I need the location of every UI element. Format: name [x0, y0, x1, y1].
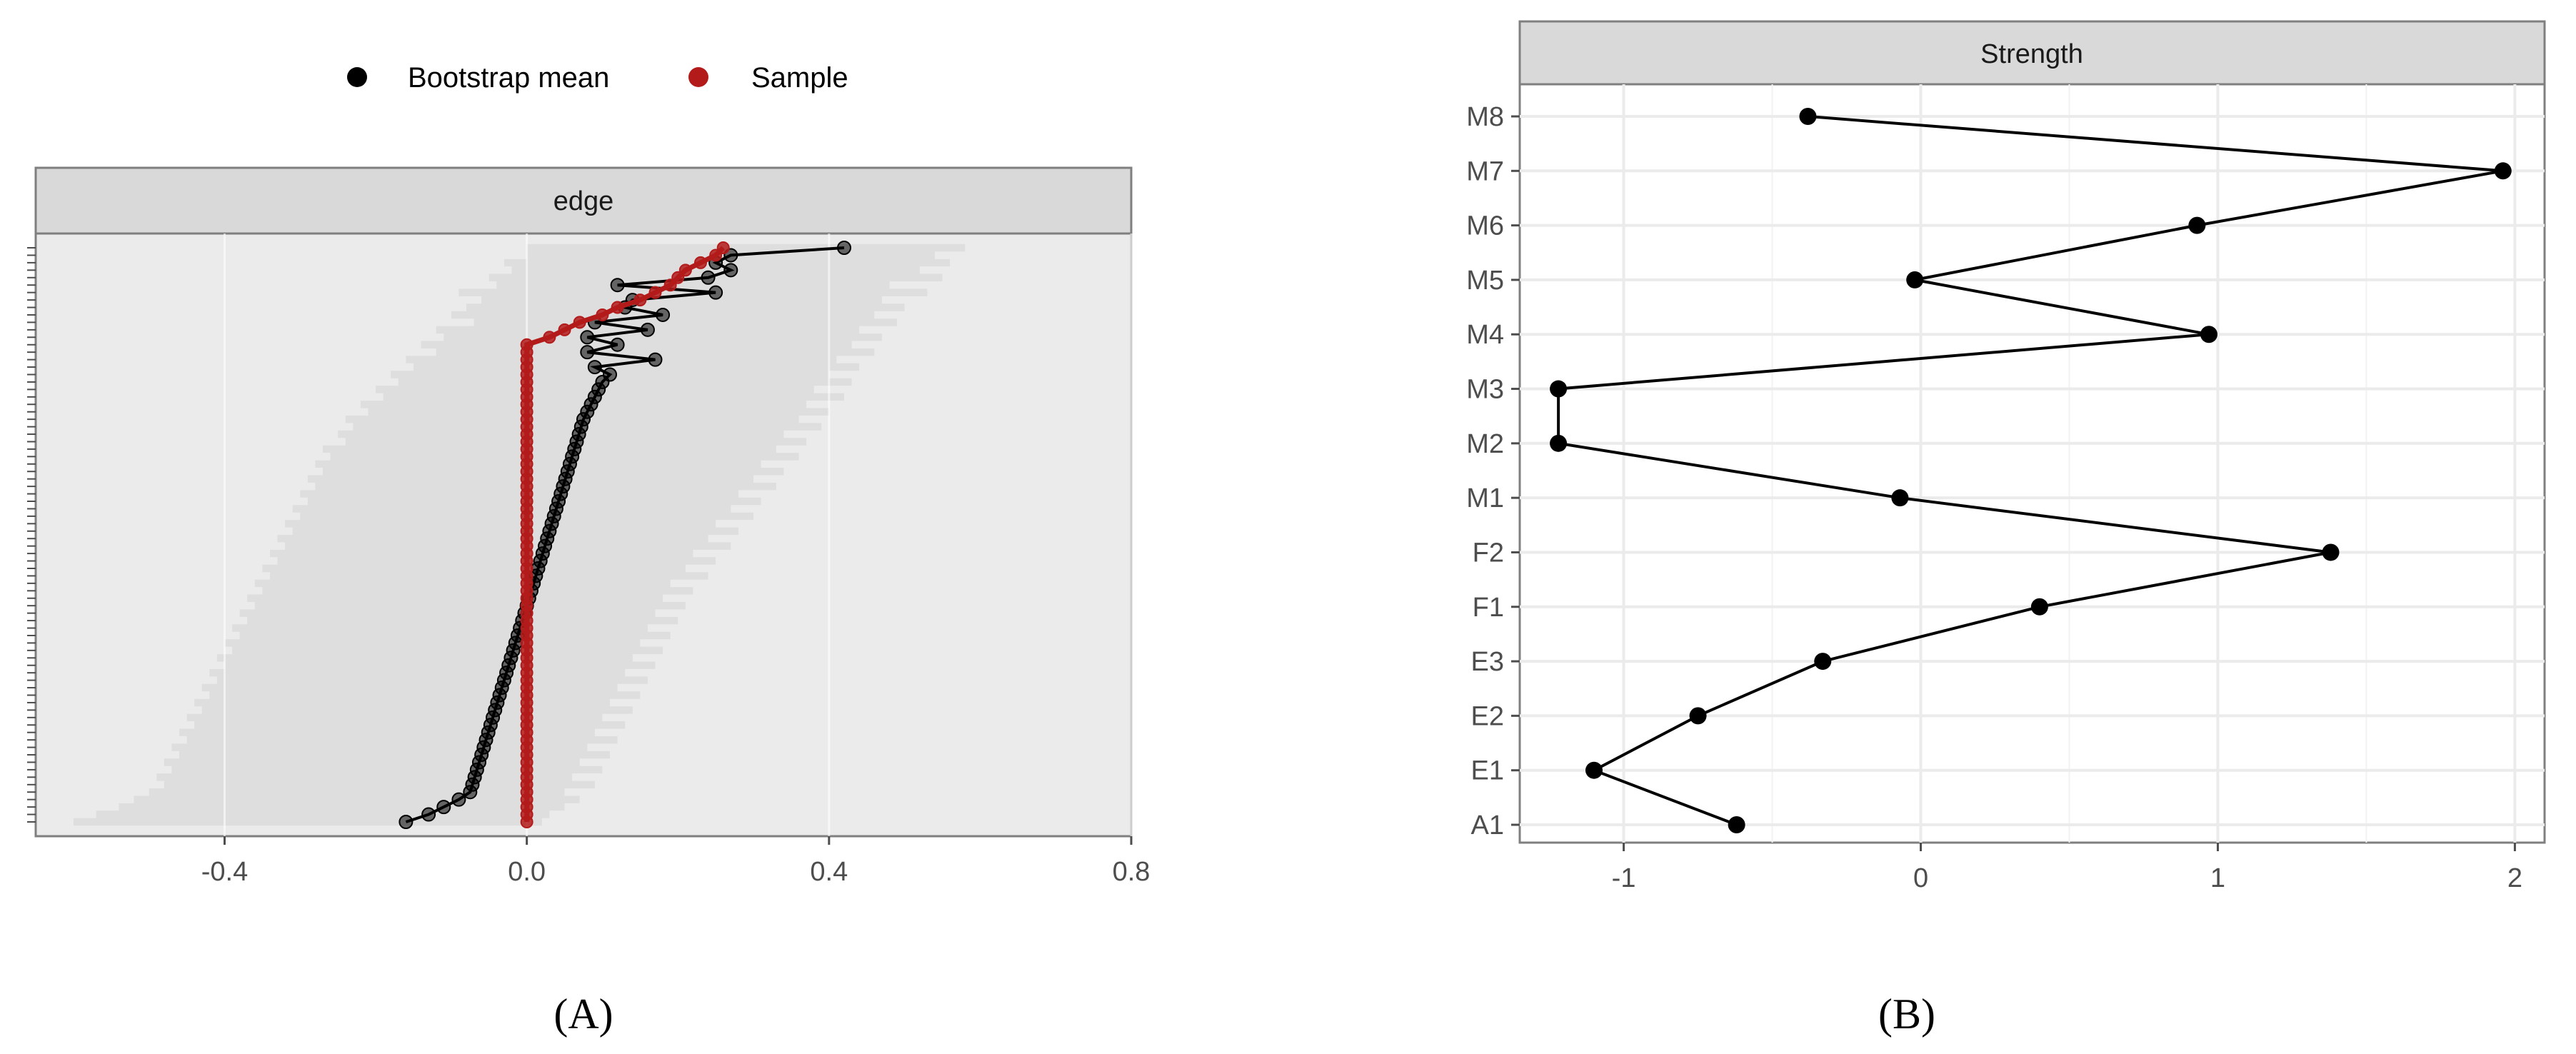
strength-line — [1557, 115, 2504, 826]
facet-strip-b-label: Strength — [1980, 39, 2083, 69]
strength-point-A1 — [1728, 816, 1745, 833]
y-tick-label-b-M6: M6 — [1466, 211, 1504, 241]
y-tick-label-b-E2: E2 — [1471, 701, 1504, 731]
ci-band — [73, 244, 966, 826]
sample-point-9 — [596, 308, 609, 321]
y-tick-label-b-F2: F2 — [1473, 538, 1504, 568]
strength-point-E2 — [1689, 707, 1707, 725]
bootstrap-point-11 — [640, 322, 655, 337]
x-tick-label-a-3: 0.8 — [1113, 857, 1151, 887]
strength-point-M7 — [2494, 162, 2512, 180]
bootstrap-point-6 — [708, 285, 723, 300]
bootstrap-point-76 — [421, 807, 436, 822]
bootstrap-point-77 — [399, 815, 414, 829]
x-axis-b: -1 0 1 2 — [1612, 843, 2522, 893]
y-tick-label-b-A1: A1 — [1471, 810, 1504, 840]
strength-point-M3 — [1550, 380, 1568, 398]
facet-strip-a — [34, 166, 1133, 235]
bootstrap-point-4 — [701, 270, 716, 285]
x-tick-label-b-3: 2 — [2507, 863, 2522, 893]
sample-point-7 — [633, 293, 647, 307]
x-tick-label-a-1: 0.0 — [508, 857, 546, 887]
strength-point-M5 — [1906, 271, 1924, 288]
sample-point-3 — [678, 264, 692, 277]
sample-point-1 — [709, 249, 723, 262]
sample-point-2 — [693, 256, 707, 269]
y-tick-label-b-M7: M7 — [1466, 156, 1504, 186]
series-a — [399, 241, 851, 829]
strength-point-M2 — [1550, 434, 1568, 452]
y-axis-b: M8 M7 M6 M5 M4 M3 M2 M1 F2 F1 E3 E2 E1 A1 — [1466, 102, 1520, 840]
strength-point-E3 — [1814, 653, 1832, 671]
y-tick-label-b-M3: M3 — [1466, 375, 1504, 405]
x-axis-a: -0.4 0.0 0.4 0.8 — [201, 836, 1151, 887]
series-b — [1550, 108, 2512, 833]
x-tick-label-b-1: 0 — [1913, 863, 1928, 893]
sample-point-12 — [543, 331, 556, 344]
panel-b: Strength M8 M7 M6 M5 M4 M3 M2 M1 F2 F1 E3 E2 E1 A1 -1… — [1466, 20, 2546, 893]
bootstrap-point-75 — [436, 800, 451, 815]
strength-point-F1 — [2030, 598, 2048, 616]
bootstrap-point-5 — [610, 278, 625, 293]
y-tick-label-b-M2: M2 — [1466, 429, 1504, 459]
legend: Bootstrap mean Sample — [347, 62, 848, 94]
bootstrap-point-9 — [656, 307, 671, 322]
bootstrap-point-0 — [836, 241, 851, 255]
strength-point-E1 — [1585, 761, 1603, 779]
bootstrap-point-14 — [580, 345, 595, 360]
x-tick-label-b-2: 1 — [2210, 863, 2225, 893]
bootstrap-point-16 — [587, 360, 602, 375]
bootstrap-point-3 — [723, 263, 738, 278]
panel-label-b: (B) — [1878, 990, 1935, 1038]
legend-label-sample: Sample — [751, 62, 848, 94]
y-tick-label-b-M8: M8 — [1466, 102, 1504, 132]
panel-label-a: (A) — [553, 990, 613, 1038]
sample-point-4 — [671, 271, 685, 284]
legend-label-bootstrap: Bootstrap mean — [408, 62, 609, 94]
sample-point-11 — [558, 323, 571, 336]
strength-point-F2 — [2322, 543, 2340, 561]
ci-band-shape — [73, 244, 966, 826]
x-tick-label-a-2: 0.4 — [810, 857, 848, 887]
panel-a: Bootstrap mean Sample edge -0.4 0.0 0.4 0.8 — [27, 62, 1150, 887]
gridlines-b — [1520, 84, 2545, 843]
sample-point-5 — [663, 278, 677, 292]
legend-marker-sample — [688, 67, 708, 87]
strength-point-M1 — [1891, 489, 1909, 507]
bootstrap-point-73 — [463, 785, 478, 800]
y-tick-label-b-M1: M1 — [1466, 483, 1504, 513]
bootstrap-point-74 — [451, 792, 466, 807]
sample-point-6 — [648, 286, 662, 299]
y-tick-label-b-E3: E3 — [1471, 647, 1504, 677]
y-ticks-a — [27, 247, 36, 823]
y-tick-label-b-M4: M4 — [1466, 320, 1504, 350]
y-tick-label-b-F1: F1 — [1473, 593, 1504, 623]
bootstrap-point-12 — [580, 330, 595, 345]
y-tick-label-b-M5: M5 — [1466, 266, 1504, 296]
strength-point-M8 — [1799, 108, 1817, 125]
sample-point-8 — [611, 301, 624, 314]
sample-point-10 — [573, 316, 586, 329]
x-tick-label-b-0: -1 — [1612, 863, 1636, 893]
y-tick-label-b-E1: E1 — [1471, 756, 1504, 786]
sample-point-0 — [716, 241, 730, 254]
legend-marker-bootstrap — [347, 67, 367, 87]
facet-strip-a-label: edge — [553, 186, 614, 216]
sample-point-77 — [520, 815, 533, 828]
x-tick-label-a-0: -0.4 — [201, 857, 248, 887]
strength-point-M6 — [2188, 216, 2206, 234]
bootstrap-point-15 — [648, 352, 663, 367]
bootstrap-point-13 — [610, 337, 625, 352]
strength-point-M4 — [2200, 326, 2217, 343]
